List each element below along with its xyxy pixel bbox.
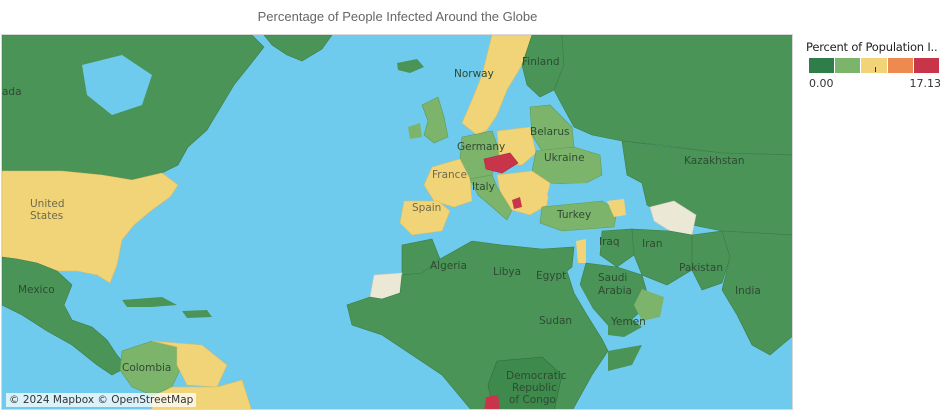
label-egypt: Egypt xyxy=(536,270,566,282)
legend-color-ramp xyxy=(809,58,941,73)
label-india: India xyxy=(735,285,761,297)
label-italy: Italy xyxy=(472,181,495,193)
water-caspian xyxy=(627,183,647,233)
label-turkey: Turkey xyxy=(556,209,591,221)
region-yemen[interactable] xyxy=(608,319,642,337)
label-mexico: Mexico xyxy=(18,284,55,296)
label-iraq: Iraq xyxy=(599,236,620,248)
label-saudi-arabia: Saudi Arabia xyxy=(598,272,632,297)
label-libya: Libya xyxy=(493,266,521,278)
color-legend: Percent of Population I.. 0.00 17.13 xyxy=(806,40,942,90)
label-sudan: Sudan xyxy=(539,315,572,327)
region-cuba[interactable] xyxy=(122,297,177,307)
label-france: France xyxy=(432,169,467,181)
region-iran[interactable] xyxy=(631,228,693,286)
map-attribution[interactable]: © 2024 Mapbox © OpenStreetMap xyxy=(6,393,197,407)
region-montenegro[interactable] xyxy=(512,197,522,209)
region-hispaniola[interactable] xyxy=(182,310,212,318)
legend-midpoint-tick xyxy=(875,67,876,72)
region-greenland[interactable] xyxy=(263,35,333,62)
label-colombia: Colombia xyxy=(122,362,171,374)
legend-swatch-4 xyxy=(887,58,914,73)
label-yemen: Yemen xyxy=(610,316,646,328)
region-india[interactable] xyxy=(721,230,793,356)
label-spain: Spain xyxy=(412,202,441,214)
water-black-sea xyxy=(547,183,602,203)
label-algeria: Algeria xyxy=(430,260,467,272)
label-united-states: United States xyxy=(30,198,65,222)
choropleth-map[interactable]: ada United States Mexico Colombia Norway … xyxy=(1,34,793,410)
page-title: Percentage of People Infected Around the… xyxy=(257,9,538,24)
map-canvas[interactable]: ada United States Mexico Colombia Norway … xyxy=(2,35,793,410)
water-mediterranean xyxy=(442,223,576,249)
region-ireland[interactable] xyxy=(408,123,422,139)
region-venezuela[interactable] xyxy=(151,340,228,388)
region-israel-lebanon[interactable] xyxy=(576,239,586,263)
label-drc: Democratic Republic of Congo xyxy=(506,370,567,406)
label-iran: Iran xyxy=(642,238,663,250)
water-red-sea xyxy=(567,267,608,339)
legend-title[interactable]: Percent of Population I.. xyxy=(806,40,938,54)
label-kazakhstan: Kazakhstan xyxy=(684,155,745,167)
label-finland: Finland xyxy=(522,56,560,68)
label-canada: ada xyxy=(2,86,22,98)
legend-swatch-2 xyxy=(835,58,862,73)
region-iraq[interactable] xyxy=(599,228,635,268)
label-belarus: Belarus xyxy=(530,126,569,138)
region-uk[interactable] xyxy=(421,96,449,144)
region-italy[interactable] xyxy=(469,174,513,221)
label-norway: Norway xyxy=(454,68,494,80)
region-drc[interactable] xyxy=(487,356,563,410)
legend-max-label: 17.13 xyxy=(909,77,942,90)
label-germany: Germany xyxy=(457,141,505,153)
label-ukraine: Ukraine xyxy=(544,152,585,164)
region-russia[interactable] xyxy=(553,35,793,156)
legend-swatch-5 xyxy=(913,58,941,73)
region-oman-uae[interactable] xyxy=(634,289,664,321)
region-mexico[interactable] xyxy=(2,256,128,376)
legend-swatch-3 xyxy=(861,58,888,73)
region-czechia[interactable] xyxy=(483,152,519,174)
legend-range-labels: 0.00 17.13 xyxy=(809,77,941,90)
region-horn-of-africa[interactable] xyxy=(608,345,642,371)
region-central-africa-high[interactable] xyxy=(484,395,500,410)
region-turkey[interactable] xyxy=(539,200,618,232)
legend-min-label: 0.00 xyxy=(809,77,834,90)
label-pakistan: Pakistan xyxy=(679,262,723,274)
region-france[interactable] xyxy=(423,158,473,208)
legend-swatch-1 xyxy=(809,58,836,73)
region-balkans[interactable] xyxy=(496,170,551,216)
region-iceland[interactable] xyxy=(397,59,424,73)
region-caucasus[interactable] xyxy=(607,199,626,217)
water-hudson-bay xyxy=(82,55,152,115)
